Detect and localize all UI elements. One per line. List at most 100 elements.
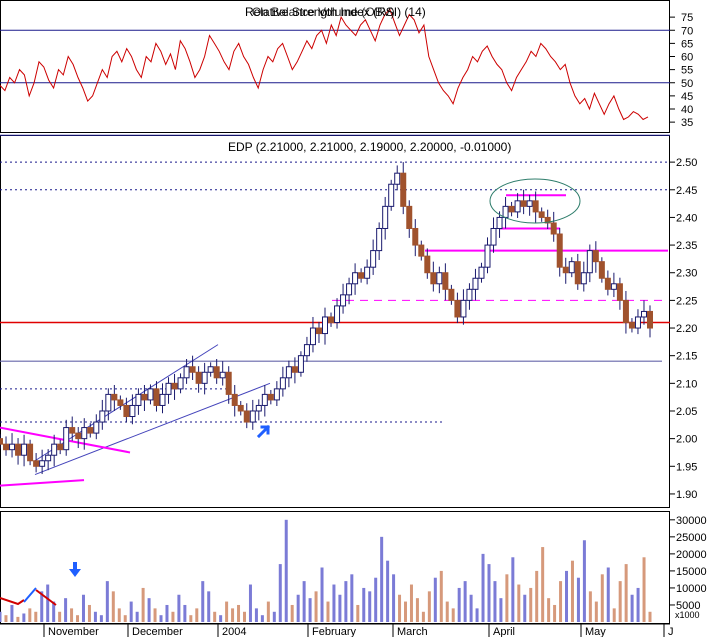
candle-body <box>111 393 118 401</box>
volume-bar <box>594 601 598 622</box>
rsi-series <box>0 8 649 121</box>
volume-bar <box>111 591 115 622</box>
x-labels: November December 2004 February March April Ma… <box>43 624 674 637</box>
candle-body <box>195 371 202 384</box>
volume-bar <box>368 591 372 622</box>
candle-body <box>400 172 407 207</box>
volume-bar <box>511 557 515 622</box>
volume-tick-label: 10000 <box>676 583 707 595</box>
candle-body <box>279 377 286 390</box>
price-tick-label: 2.05 <box>676 406 697 418</box>
candle-body <box>33 460 40 467</box>
volume-bar <box>219 615 223 622</box>
price-tick-label: 2.35 <box>676 240 697 252</box>
candle-body <box>334 305 341 323</box>
volume-bar <box>242 611 246 622</box>
volume-bar <box>380 536 384 622</box>
candle-body <box>189 366 196 373</box>
volume-bar <box>475 608 479 622</box>
volume-tick-label: 30000 <box>676 515 707 527</box>
rsi-tick-label: 65 <box>681 38 693 50</box>
volume-bar <box>34 611 38 622</box>
candle-body <box>219 371 226 379</box>
candle-body <box>352 272 359 285</box>
candle-body <box>183 366 190 379</box>
volume-bar <box>231 608 235 622</box>
volume-bar <box>636 587 640 622</box>
volume-bar <box>445 601 449 622</box>
volume-bar <box>386 560 390 622</box>
rsi-panel <box>0 0 670 133</box>
price-tick-label: 2.40 <box>676 212 697 224</box>
volume-bar <box>129 601 133 622</box>
volume-bar <box>314 591 318 622</box>
volume-bar <box>565 570 569 622</box>
volume-bar <box>302 581 306 622</box>
candle-body <box>448 288 455 301</box>
volume-bar <box>40 591 44 622</box>
candle-body <box>616 283 623 301</box>
volume-bar <box>189 615 193 622</box>
candle-body <box>640 310 647 318</box>
volume-tick-label: 20000 <box>676 549 707 561</box>
candle-body <box>153 388 160 406</box>
volume-bar <box>624 564 628 622</box>
volume-bar <box>457 587 461 622</box>
volume-bar <box>0 611 2 622</box>
candle-body <box>622 299 629 323</box>
candle-body <box>177 377 184 390</box>
x-label: J <box>668 626 674 637</box>
candle-body <box>171 382 178 390</box>
candle-body <box>99 410 106 423</box>
volume-bar <box>374 577 378 622</box>
candle-body <box>502 205 509 218</box>
volume-bar <box>356 604 360 622</box>
candle-body <box>123 404 130 418</box>
volume-bar <box>600 574 604 622</box>
candle-body <box>147 388 154 401</box>
volume-bar <box>22 613 26 622</box>
candle-body <box>328 316 335 323</box>
volume-bar <box>630 594 634 622</box>
volume-bar <box>165 604 169 622</box>
volume-bar <box>541 547 545 622</box>
candle-body <box>57 443 64 451</box>
x-label: April <box>493 626 515 637</box>
price-tick-label: 2.45 <box>676 185 697 197</box>
candle-body <box>63 427 70 451</box>
volume-bar <box>481 553 485 622</box>
volume-bar <box>135 611 139 622</box>
candle-body <box>634 316 641 329</box>
volume-bar <box>517 584 521 622</box>
volume-bar <box>338 594 342 622</box>
volume-bar <box>427 591 431 622</box>
candle-body <box>135 393 142 406</box>
candle-body <box>568 261 575 274</box>
volume-bar <box>404 601 408 622</box>
rsi-guides <box>0 29 670 136</box>
candle-body <box>291 366 298 373</box>
candle-body <box>27 443 34 462</box>
candle-body <box>610 283 617 290</box>
candle-body <box>93 421 100 434</box>
rsi-tick-label: 40 <box>681 104 693 116</box>
price-tick-label: 1.90 <box>676 489 697 501</box>
candle-body <box>159 393 166 406</box>
volume-bar <box>260 615 264 622</box>
volume-bar <box>195 608 199 622</box>
volume-bar <box>344 581 348 622</box>
candle-body <box>418 244 425 257</box>
volume-bar <box>171 611 175 622</box>
volume-bar <box>70 608 74 622</box>
volume-bar <box>421 611 425 622</box>
candle-body <box>243 410 250 423</box>
candle-body <box>297 355 304 373</box>
candle-body <box>472 277 479 290</box>
price-tick-label: 2.10 <box>676 378 697 390</box>
candle-body <box>598 261 605 279</box>
volume-blue-line <box>23 587 37 603</box>
volume-bar <box>290 604 294 622</box>
candle-body <box>508 205 515 213</box>
volume-bar <box>10 604 14 622</box>
volume-bar <box>469 594 473 622</box>
